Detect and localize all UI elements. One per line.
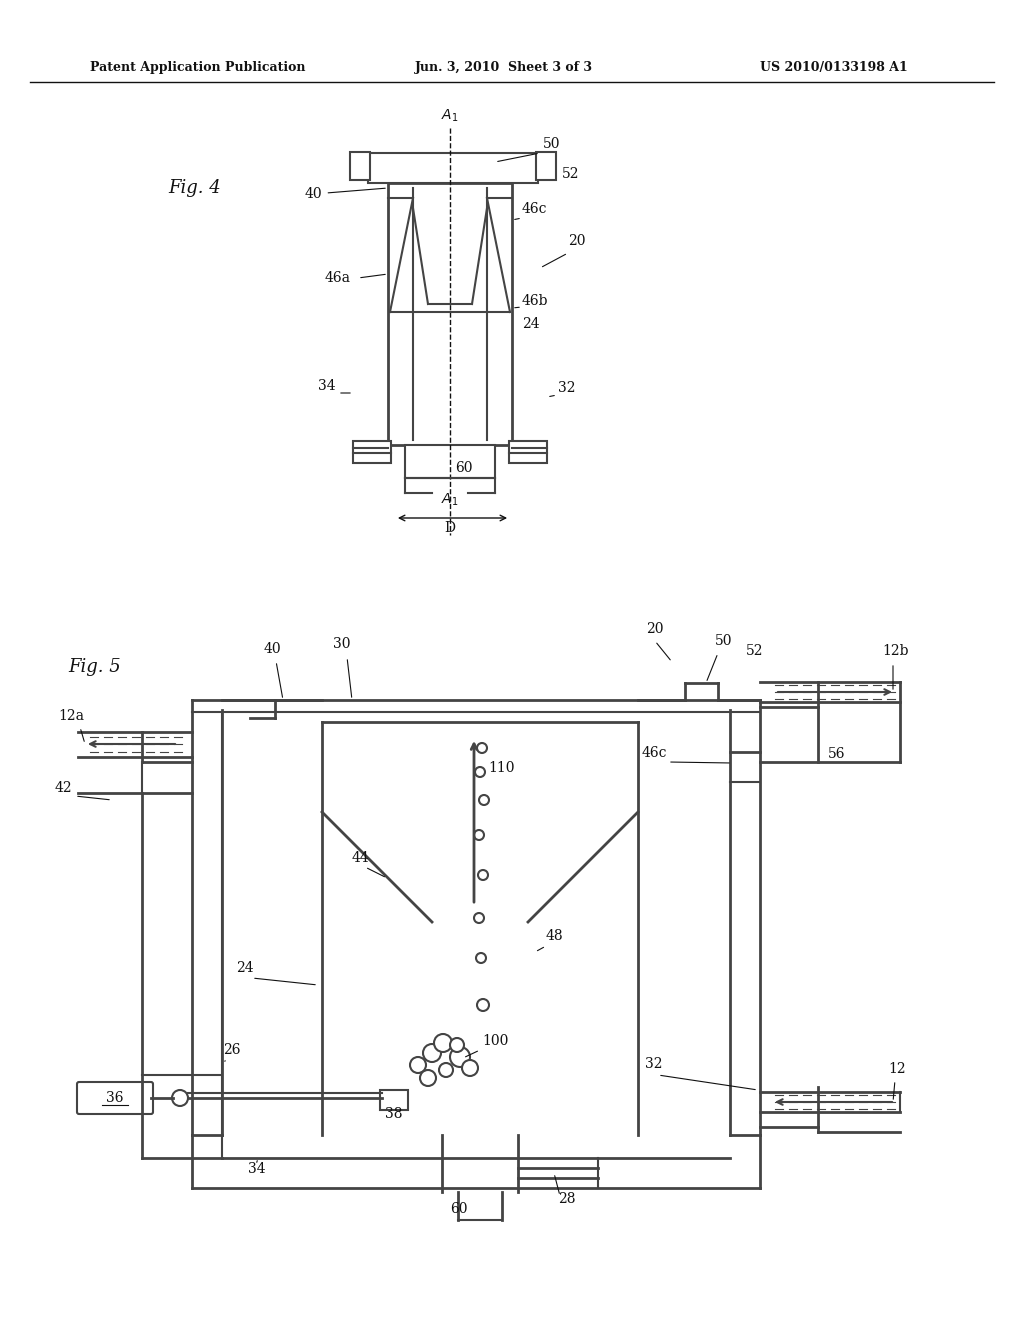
Text: 20: 20	[646, 622, 664, 636]
Text: 56: 56	[828, 747, 846, 762]
Circle shape	[439, 1063, 453, 1077]
Text: $A_1$: $A_1$	[441, 108, 459, 124]
Text: 30: 30	[333, 638, 351, 651]
Text: 32: 32	[645, 1057, 663, 1071]
Text: 48: 48	[546, 929, 563, 942]
Circle shape	[410, 1057, 426, 1073]
Bar	[536, 152, 556, 180]
Text: 46a: 46a	[325, 271, 351, 285]
Text: $A_1$: $A_1$	[441, 492, 459, 508]
Bar	[350, 152, 370, 180]
Text: 12: 12	[888, 1063, 905, 1076]
Text: 26: 26	[223, 1043, 241, 1057]
Text: 44: 44	[352, 851, 370, 865]
Text: 34: 34	[248, 1162, 265, 1176]
Bar	[406, 445, 495, 478]
Circle shape	[423, 1044, 441, 1063]
Text: 38: 38	[385, 1107, 402, 1121]
Bar	[368, 153, 538, 183]
Text: D: D	[444, 521, 456, 535]
FancyBboxPatch shape	[77, 1082, 153, 1114]
Text: Fig. 5: Fig. 5	[68, 657, 121, 676]
Circle shape	[462, 1060, 478, 1076]
Text: 100: 100	[482, 1034, 508, 1048]
Text: 20: 20	[568, 234, 586, 248]
Text: 46c: 46c	[642, 746, 668, 760]
Text: 42: 42	[55, 781, 73, 795]
Text: 28: 28	[558, 1192, 575, 1206]
Text: 24: 24	[236, 961, 254, 975]
Circle shape	[434, 1034, 452, 1052]
Circle shape	[450, 1038, 464, 1052]
Text: 34: 34	[318, 379, 336, 393]
Circle shape	[474, 913, 484, 923]
Text: 12b: 12b	[882, 644, 908, 657]
Text: 52: 52	[746, 644, 764, 657]
Text: 50: 50	[715, 634, 732, 648]
Circle shape	[420, 1071, 436, 1086]
Circle shape	[477, 743, 487, 752]
Circle shape	[479, 795, 489, 805]
Circle shape	[172, 1090, 188, 1106]
Text: US 2010/0133198 A1: US 2010/0133198 A1	[760, 62, 907, 74]
Text: 12a: 12a	[58, 709, 84, 723]
Text: 50: 50	[543, 137, 560, 150]
Text: 46c: 46c	[522, 202, 548, 216]
Circle shape	[474, 830, 484, 840]
Text: 40: 40	[305, 187, 385, 201]
Text: 36: 36	[106, 1092, 124, 1105]
Circle shape	[450, 1047, 470, 1067]
Bar	[353, 441, 391, 463]
Circle shape	[475, 767, 485, 777]
Text: 110: 110	[488, 762, 514, 775]
Text: Fig. 4: Fig. 4	[168, 180, 221, 197]
Text: 60: 60	[450, 1203, 468, 1216]
Circle shape	[477, 999, 489, 1011]
Text: 40: 40	[263, 642, 281, 656]
Bar	[509, 441, 547, 463]
Circle shape	[476, 953, 486, 964]
Text: Jun. 3, 2010  Sheet 3 of 3: Jun. 3, 2010 Sheet 3 of 3	[415, 62, 593, 74]
Text: 52: 52	[562, 168, 580, 181]
Bar	[380, 1090, 408, 1110]
Text: Patent Application Publication: Patent Application Publication	[90, 62, 305, 74]
Text: 46b: 46b	[522, 294, 549, 308]
Text: 32: 32	[558, 381, 575, 395]
Text: 24: 24	[522, 317, 540, 331]
Text: 60: 60	[455, 461, 472, 475]
Bar	[388, 183, 512, 445]
Circle shape	[478, 870, 488, 880]
